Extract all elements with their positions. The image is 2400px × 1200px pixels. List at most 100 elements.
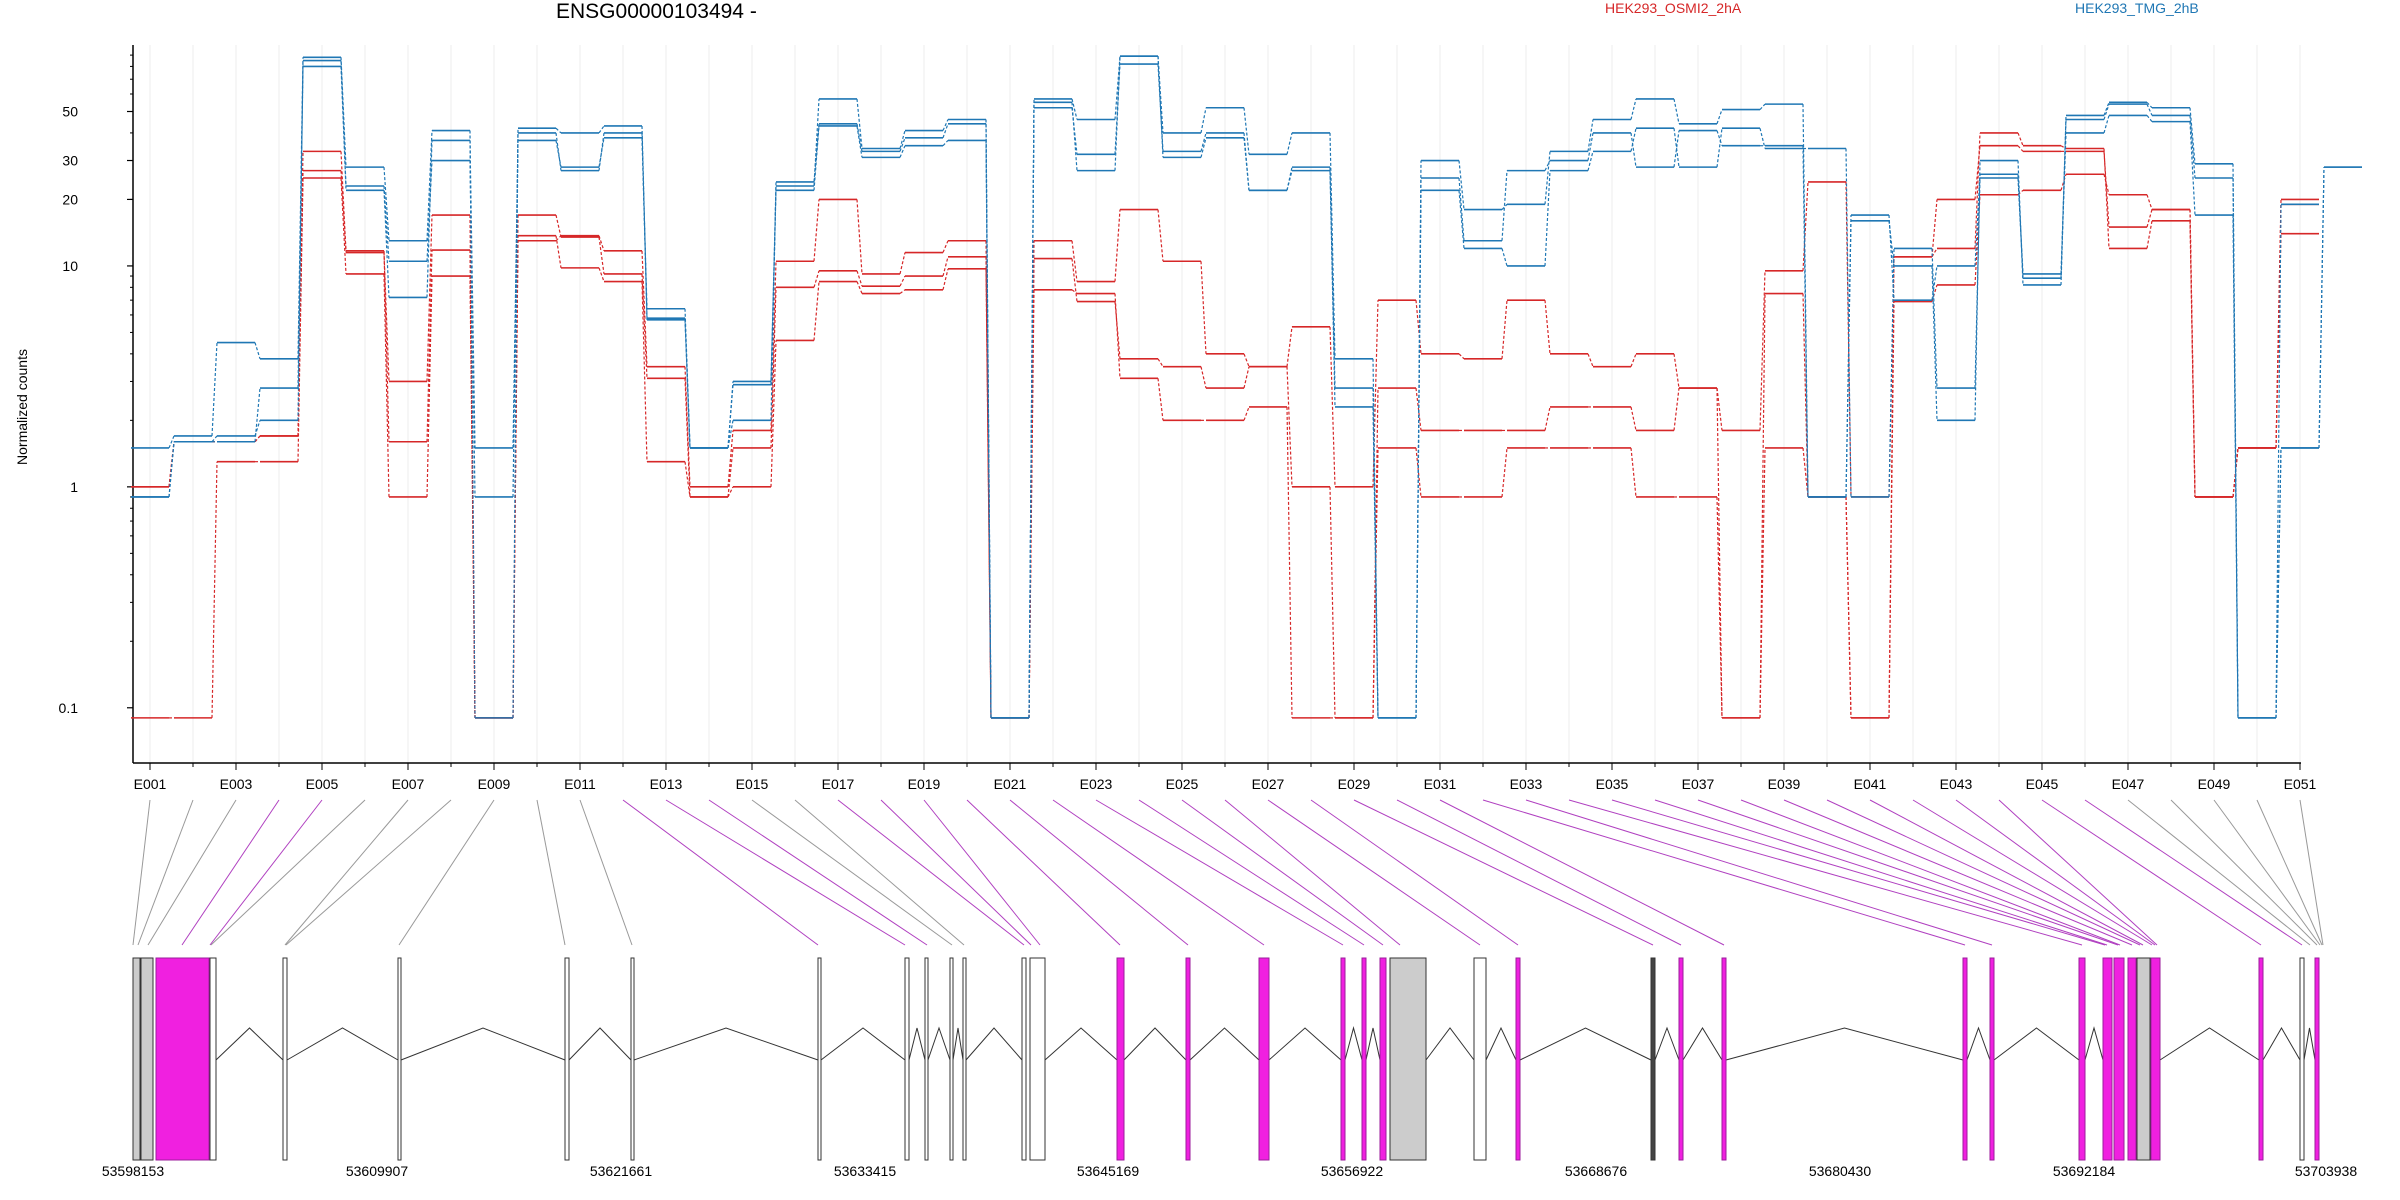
series-connector <box>856 98 863 149</box>
exon-box <box>2078 957 2086 1161</box>
series-connector <box>1415 447 1422 498</box>
series-connector <box>1071 107 1078 155</box>
intron-line <box>1993 1027 2080 1061</box>
series-connector <box>1587 151 1594 171</box>
x-tick-label: E011 <box>564 776 596 792</box>
exon-connector <box>1138 799 1365 946</box>
series-connector <box>1845 496 1852 718</box>
intron-line <box>2084 1026 2104 1061</box>
series-connector <box>426 130 433 241</box>
series-connector <box>2103 103 2110 120</box>
series-connector <box>1114 209 1121 282</box>
intron-line <box>2159 1027 2260 1061</box>
series-connector <box>2318 167 2325 448</box>
x-ticks: E001 E003 E005 E007 E009 E011 E013 E015 E017 E019… <box>134 763 2317 792</box>
series-connector <box>2146 103 2153 116</box>
series-connector <box>1286 366 1293 487</box>
series-connector <box>340 177 347 274</box>
exon-connector <box>2256 799 2323 946</box>
exon-connector <box>665 799 906 946</box>
exon-box <box>1185 957 1191 1161</box>
coordinate-label: 53692184 <box>2053 1163 2116 1179</box>
series-connector <box>1759 270 1766 431</box>
series-connector <box>1544 406 1551 431</box>
coordinate-label: 53656922 <box>1321 1163 1384 1179</box>
series-connector <box>1673 353 1680 389</box>
series-connector <box>1243 137 1250 191</box>
series-connector <box>2103 148 2110 249</box>
series-connector <box>2146 194 2153 210</box>
intron-line <box>286 1027 399 1061</box>
exon-connector <box>132 799 151 946</box>
series-connector <box>770 261 777 431</box>
series-connector <box>1630 132 1637 168</box>
series-connector <box>1458 160 1465 210</box>
series-connector <box>1286 167 1293 191</box>
exon-box <box>155 957 210 1161</box>
exon-box <box>630 957 635 1161</box>
exon-box <box>1389 957 1427 1161</box>
series-connector <box>641 125 648 319</box>
series-connector <box>426 250 433 442</box>
series-connector <box>684 366 691 487</box>
intron-line <box>215 1027 284 1061</box>
series-connector <box>555 127 562 134</box>
coordinate-label: 53609907 <box>346 1163 409 1179</box>
exon-connector <box>794 799 965 946</box>
series-connector <box>1028 240 1035 718</box>
series-connector <box>1458 353 1465 360</box>
series-connector <box>1544 160 1551 171</box>
series-connector <box>1888 248 1895 497</box>
series-connector <box>1329 170 1336 389</box>
series-connector <box>1544 170 1551 266</box>
series-connector <box>1501 248 1508 267</box>
exon-connector <box>210 799 366 946</box>
exon-connector <box>1611 799 2106 946</box>
exon-connector <box>1955 799 2156 946</box>
y-tick-label: 10 <box>62 258 78 274</box>
coordinate-label: 53703938 <box>2295 1163 2358 1179</box>
chart-title: ENSG00000103494 - <box>556 0 757 23</box>
exon-connector <box>837 799 1025 946</box>
exon-box <box>924 957 929 1161</box>
series-connector <box>1071 258 1078 302</box>
series-connector <box>2060 119 2067 279</box>
exon-connector <box>1181 799 1384 946</box>
x-tick-label: E041 <box>1854 776 1887 792</box>
series-connector <box>1673 130 1680 168</box>
series-connector <box>899 252 906 275</box>
series-connector <box>1501 170 1508 241</box>
x-tick-label: E025 <box>1166 776 1199 792</box>
y-tick-label: 20 <box>62 191 78 207</box>
series-connector <box>1673 387 1680 431</box>
x-tick-label: E005 <box>306 776 339 792</box>
exon-connector <box>209 799 323 946</box>
series-connector <box>727 447 734 498</box>
series-connector <box>942 123 949 139</box>
x-tick-label: E013 <box>650 776 683 792</box>
series-connector <box>555 235 562 268</box>
exon-connector <box>1396 799 1682 946</box>
coordinate-label: 53633415 <box>834 1163 897 1179</box>
x-tick-label: E033 <box>1510 776 1543 792</box>
series-connector <box>426 276 433 497</box>
intron-line <box>952 1027 964 1061</box>
x-tick-label: E045 <box>2026 776 2059 792</box>
series-connector <box>942 268 949 290</box>
series-connector <box>770 340 777 487</box>
series-connector <box>1200 132 1207 152</box>
series-connector <box>1931 199 1938 257</box>
series-6 <box>131 55 2362 719</box>
series-connector <box>555 235 562 242</box>
intron-line <box>1044 1027 1118 1061</box>
series-connector <box>727 486 734 498</box>
exon-connector <box>2299 799 2324 946</box>
coordinate-label: 53680430 <box>1809 1163 1872 1179</box>
exon-connector <box>1439 799 1725 946</box>
series-connector <box>1157 209 1164 262</box>
x-tick-label: E003 <box>220 776 253 792</box>
intron-line <box>1654 1026 1680 1061</box>
exon-box <box>564 957 570 1161</box>
series-connector <box>2017 145 2024 152</box>
legend-entry-tmg: HEK293_TMG_2hB <box>2075 0 2199 16</box>
